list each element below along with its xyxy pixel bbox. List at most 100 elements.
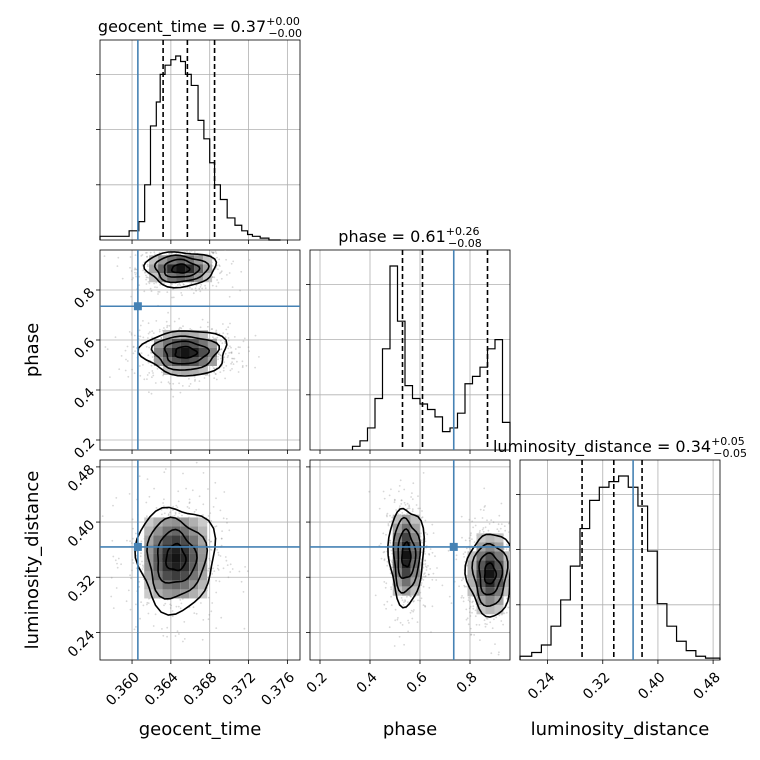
scatter-point xyxy=(463,584,466,587)
scatter-point xyxy=(225,559,228,562)
scatter-point xyxy=(481,517,484,519)
scatter-point xyxy=(147,602,150,604)
title-plus: +0.00 xyxy=(266,15,300,28)
scatter-point xyxy=(214,525,217,528)
scatter-point xyxy=(209,512,212,514)
scatter-point xyxy=(389,572,392,575)
density-cell xyxy=(171,517,181,527)
density-cell xyxy=(494,551,504,561)
scatter-point xyxy=(410,609,413,612)
density-cell xyxy=(485,560,495,570)
density-cell xyxy=(180,544,190,554)
scatter-point xyxy=(169,511,171,514)
scatter-point xyxy=(176,506,179,509)
scatter-point xyxy=(172,288,175,290)
scatter-point xyxy=(146,374,149,376)
scatter-point xyxy=(168,253,171,255)
hist-grid-phase xyxy=(310,250,510,450)
scatter-point xyxy=(226,356,229,359)
scatter-point xyxy=(216,279,219,281)
title-text: phase = 0.61 xyxy=(338,227,445,246)
scatter-point xyxy=(176,630,179,632)
scatter-point xyxy=(424,540,427,543)
scatter-point xyxy=(498,614,501,617)
scatter-point xyxy=(210,251,213,253)
scatter-point xyxy=(188,507,191,509)
hist-panel-geocent_time xyxy=(99,40,281,241)
scatter-point xyxy=(398,635,401,638)
x-tick-label-geocent_time: 0.368 xyxy=(181,669,221,709)
scatter-point xyxy=(246,570,249,573)
scatter-point xyxy=(215,497,217,500)
hist-frame-luminosity_distance xyxy=(519,459,721,661)
scatter-point xyxy=(232,357,235,360)
scatter-point xyxy=(474,517,476,520)
scatter-point xyxy=(128,493,131,495)
scatter-point xyxy=(428,553,431,556)
density-cell xyxy=(494,569,504,579)
density-cell xyxy=(176,264,186,274)
density-cell xyxy=(180,526,190,536)
scatter-point xyxy=(378,544,381,547)
scatter-point xyxy=(135,532,137,535)
scatter-point xyxy=(424,553,426,555)
scatter-point xyxy=(236,360,238,363)
scatter-point xyxy=(479,529,481,532)
scatter-point xyxy=(170,245,172,247)
scatter-point xyxy=(167,311,170,314)
scatter-point xyxy=(214,337,217,340)
scatter-point xyxy=(208,567,211,570)
scatter-point xyxy=(125,358,127,361)
density-cell xyxy=(185,273,195,283)
scatter-point xyxy=(460,579,463,582)
scatter-point xyxy=(153,282,156,285)
scatter-point xyxy=(166,241,168,243)
scatter-point xyxy=(243,337,246,340)
scatter-point xyxy=(134,267,137,270)
scatter-point xyxy=(221,342,224,345)
scatter-point xyxy=(215,329,218,332)
scatter-point xyxy=(404,599,406,602)
scatter-point xyxy=(406,508,409,510)
scatter-point xyxy=(494,643,496,645)
density-cell xyxy=(180,580,190,590)
scatter-point xyxy=(390,520,393,522)
scatter-point xyxy=(386,600,389,603)
scatter-point xyxy=(220,270,223,273)
scatter-point xyxy=(465,608,468,611)
scatter-point xyxy=(132,562,135,564)
scatter-point xyxy=(424,605,427,608)
truth-marker xyxy=(133,302,142,311)
scatter-point xyxy=(180,292,183,294)
scatter-point xyxy=(161,628,163,630)
scatter-point xyxy=(179,391,182,394)
scatter-point xyxy=(380,542,382,545)
density-cell xyxy=(503,560,510,570)
scatter-point xyxy=(175,605,178,608)
density-cell xyxy=(467,551,477,561)
scatter-point xyxy=(409,595,412,598)
scatter-point xyxy=(177,515,179,518)
scatter-point xyxy=(210,520,213,522)
density-cell xyxy=(153,526,163,536)
scatter-point xyxy=(226,564,229,566)
scatter-point xyxy=(391,516,394,519)
scatter-point xyxy=(399,621,402,624)
scatter-point xyxy=(178,250,180,252)
scatter-point xyxy=(162,502,165,504)
scatter-point xyxy=(200,244,202,246)
density-cell xyxy=(162,366,172,375)
contour-level-0 xyxy=(483,562,498,585)
scatter-point xyxy=(167,514,170,517)
scatter-point xyxy=(141,568,144,570)
scatter-point xyxy=(207,569,210,572)
density-cell xyxy=(180,330,190,339)
scatter-point xyxy=(468,607,471,610)
scatter-point xyxy=(183,250,186,252)
scatter-point xyxy=(469,615,472,617)
density-cell xyxy=(198,553,208,563)
scatter-point xyxy=(475,623,478,626)
scatter-point xyxy=(473,634,475,636)
scatter-point xyxy=(408,507,411,510)
scatter-point xyxy=(177,500,180,503)
